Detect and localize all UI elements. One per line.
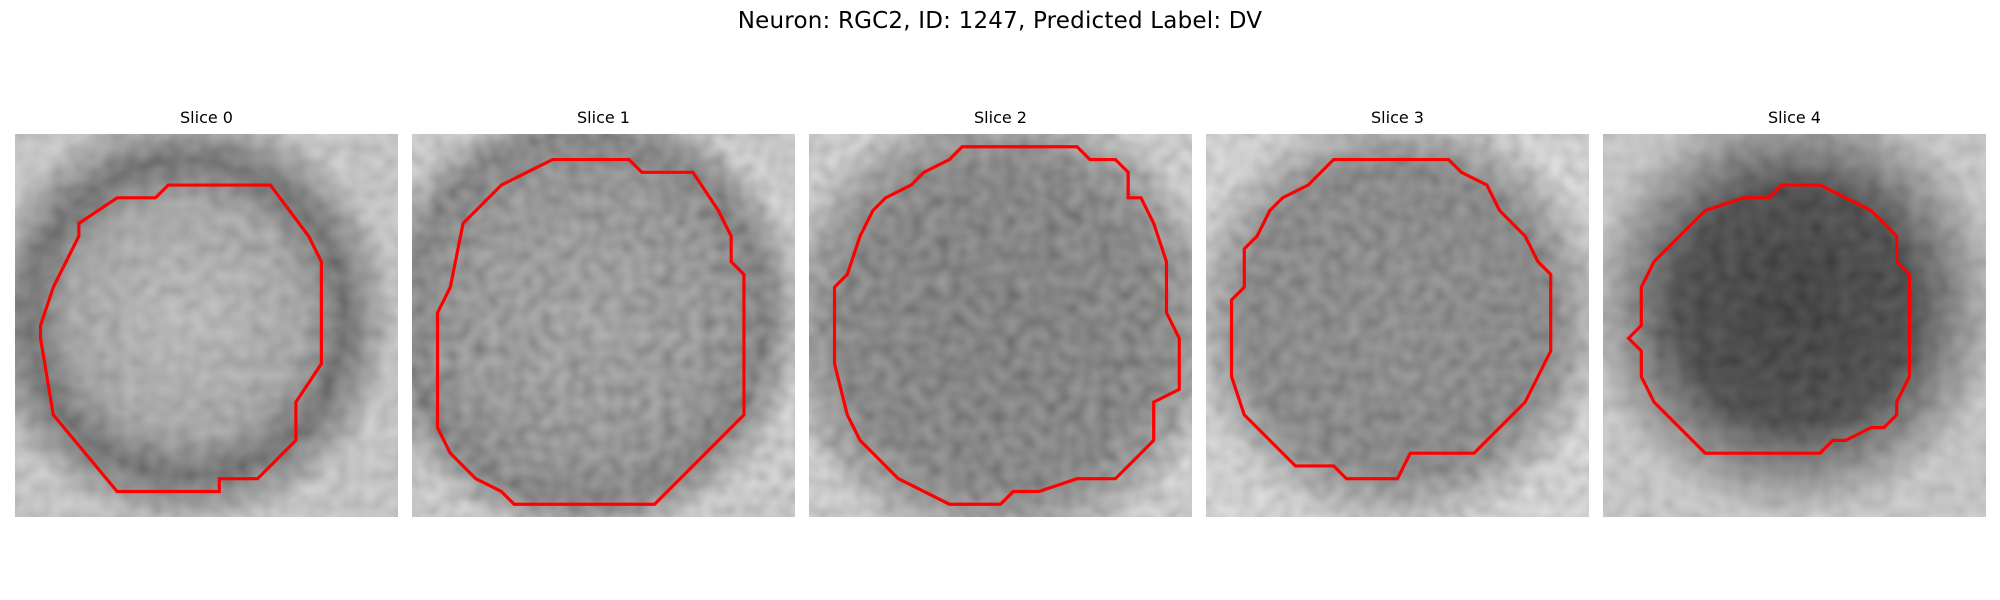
figure-title: Neuron: RGC2, ID: 1247, Predicted Label:…: [737, 8, 1263, 34]
slice-panel-1: Slice 1: [412, 108, 795, 517]
slice-image-3: [1206, 134, 1589, 517]
cell-outline-2: [832, 145, 1181, 506]
cell-outline-3: [1229, 157, 1553, 481]
slice-image-0: [15, 134, 398, 517]
slice-title-0: Slice 0: [180, 108, 233, 127]
slice-panel-0: Slice 0: [15, 108, 398, 517]
slice-title-2: Slice 2: [974, 108, 1027, 127]
slice-image-2: [809, 134, 1192, 517]
cell-outline-0: [38, 183, 323, 494]
cell-outline-1: [435, 157, 746, 506]
slice-panel-3: Slice 3: [1206, 108, 1589, 517]
slice-panel-4: Slice 4: [1603, 108, 1986, 517]
cell-outline-4: [1626, 183, 1911, 455]
slice-image-1: [412, 134, 795, 517]
slice-title-1: Slice 1: [577, 108, 630, 127]
slice-title-4: Slice 4: [1768, 108, 1821, 127]
slice-image-4: [1603, 134, 1986, 517]
slice-panel-2: Slice 2: [809, 108, 1192, 517]
slice-title-3: Slice 3: [1371, 108, 1424, 127]
